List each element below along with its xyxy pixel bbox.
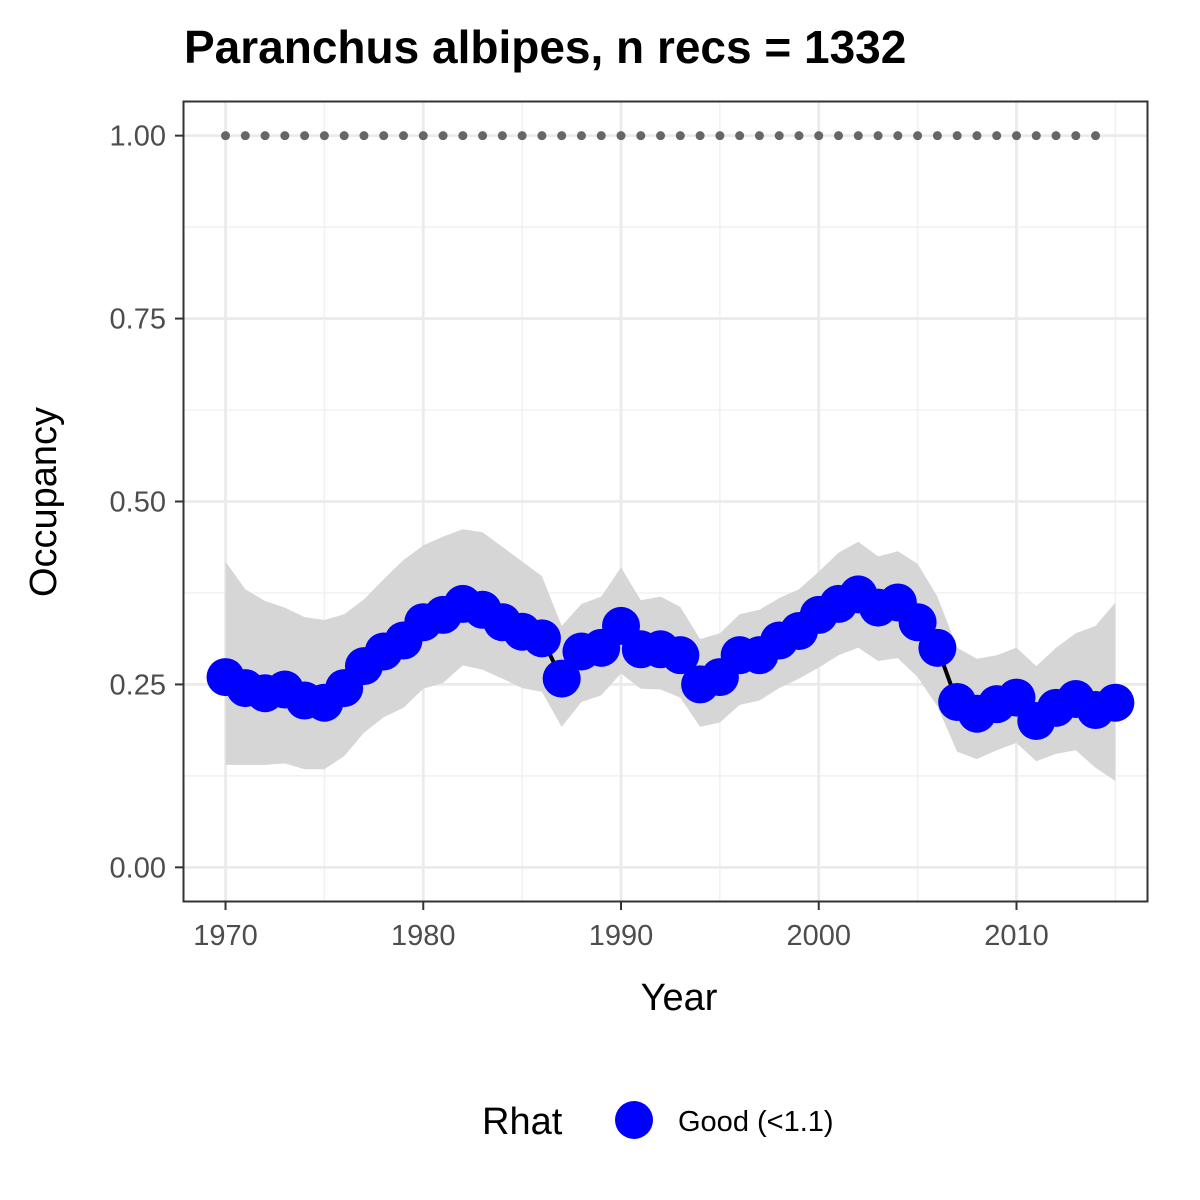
occupancy-point [918, 628, 957, 667]
reference-point [240, 131, 250, 141]
reference-point [873, 131, 883, 141]
reference-point [675, 131, 685, 141]
reference-point [814, 131, 824, 141]
reference-point [1011, 131, 1021, 141]
occupancy-point [1096, 683, 1135, 722]
y-axis-title: Occupancy [23, 407, 65, 597]
x-axis: 1970 1980 1990 2000 2010 [193, 901, 1049, 952]
x-axis-title: Year [641, 977, 718, 1019]
reference-point [576, 131, 586, 141]
legend-key-good [615, 1101, 653, 1139]
reference-point [537, 131, 547, 141]
reference-point [438, 131, 448, 141]
reference-point [1051, 131, 1061, 141]
reference-point [1091, 131, 1101, 141]
x-tick-label: 1980 [391, 920, 456, 952]
reference-point [972, 131, 982, 141]
legend-title: Rhat [482, 1101, 563, 1143]
legend-label-good: Good (<1.1) [678, 1106, 834, 1138]
reference-point [418, 131, 428, 141]
reference-point [913, 131, 923, 141]
reference-point [1031, 131, 1041, 141]
grid [184, 102, 1147, 901]
reference-point [557, 131, 567, 141]
reference-point [1071, 131, 1081, 141]
occupancy-point [522, 619, 561, 658]
x-tick-label: 1970 [193, 920, 258, 952]
reference-point [517, 131, 527, 141]
reference-point [715, 131, 725, 141]
reference-point [992, 131, 1002, 141]
reference-point [596, 131, 606, 141]
reference-point [478, 131, 488, 141]
reference-point [319, 131, 329, 141]
reference-point [735, 131, 745, 141]
reference-point [774, 131, 784, 141]
reference-point [497, 131, 507, 141]
reference-series-layer [221, 131, 1101, 141]
legend: Rhat Good (<1.1) [482, 1101, 834, 1143]
occupancy-point [542, 659, 581, 698]
y-tick-label: 0.00 [110, 852, 166, 884]
reference-point [260, 131, 270, 141]
x-tick-label: 1990 [589, 920, 654, 952]
reference-point [636, 131, 646, 141]
reference-point [794, 131, 804, 141]
reference-point [359, 131, 369, 141]
reference-point [458, 131, 468, 141]
occupancy-point [661, 636, 700, 675]
y-axis: 0.00 0.25 0.50 0.75 1.00 [110, 121, 184, 884]
reference-point [280, 131, 290, 141]
reference-point [221, 131, 231, 141]
x-tick-label: 2000 [786, 920, 851, 952]
y-tick-label: 0.75 [110, 304, 166, 336]
reference-point [695, 131, 705, 141]
x-tick-label: 2010 [984, 920, 1049, 952]
reference-point [379, 131, 389, 141]
y-tick-label: 0.50 [110, 487, 166, 519]
reference-point [300, 131, 310, 141]
chart-title: Paranchus albipes, n recs = 1332 [184, 21, 906, 73]
reference-point [656, 131, 666, 141]
reference-point [893, 131, 903, 141]
reference-point [834, 131, 844, 141]
reference-point [853, 131, 863, 141]
y-tick-label: 0.25 [110, 669, 166, 701]
reference-point [754, 131, 764, 141]
reference-point [932, 131, 942, 141]
reference-point [339, 131, 349, 141]
reference-point [398, 131, 408, 141]
occupancy-points-layer [206, 575, 1135, 741]
reference-point [616, 131, 626, 141]
reference-point [952, 131, 962, 141]
occupancy-point [898, 603, 937, 642]
y-tick-label: 1.00 [110, 121, 166, 153]
